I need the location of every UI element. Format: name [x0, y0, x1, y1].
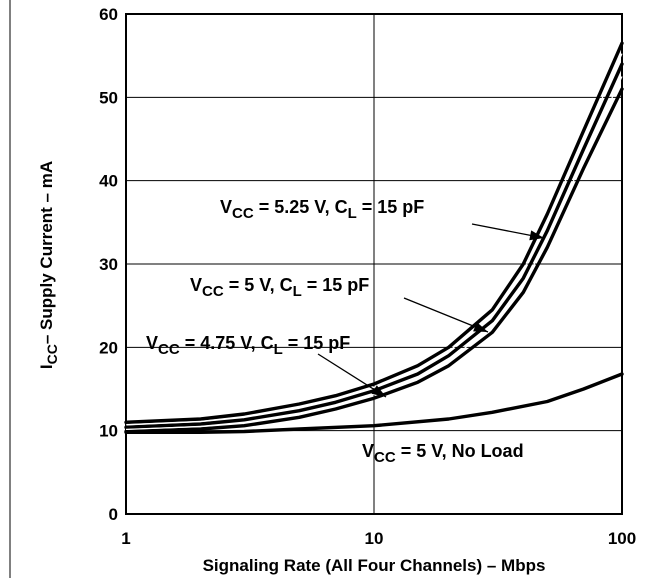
y-tick-label: 50 — [99, 88, 118, 107]
series-gap-2 — [125, 76, 623, 430]
x-tick-labels: 1 10 100 — [121, 529, 636, 548]
series-line-4 — [124, 372, 624, 434]
annotation-arrowhead-1 — [529, 230, 544, 241]
annotation-arrows — [317, 223, 545, 398]
annotation-label-1: VCC = 5.25 V, CL = 15 pF — [220, 197, 424, 222]
x-tick-label: 1 — [121, 529, 130, 548]
series-line-1 — [124, 41, 624, 424]
y-tick-label: 30 — [99, 255, 118, 274]
series-lines — [124, 41, 624, 434]
y-tick-label: 60 — [99, 5, 118, 24]
series-line-3 — [124, 87, 624, 434]
y-tick-label: 20 — [99, 338, 118, 357]
y-tick-label: 40 — [99, 172, 118, 191]
x-axis-title: Signaling Rate (All Four Channels) – Mbp… — [203, 556, 546, 575]
annotation-labels: VCC = 5.25 V, CL = 15 pF VCC = 5 V, CL = … — [146, 197, 524, 466]
grid-lines — [126, 14, 622, 514]
annotation-label-4: VCC = 5 V, No Load — [362, 441, 524, 466]
x-tick-label: 100 — [608, 529, 636, 548]
annotation-arrow-2 — [403, 297, 489, 333]
annotation-label-2: VCC = 5 V, CL = 15 pF — [190, 275, 369, 300]
x-tick-label: 10 — [365, 529, 384, 548]
annotation-label-3: VCC = 4.75 V, CL = 15 pF — [146, 333, 350, 358]
annotation-arrowhead-2 — [473, 322, 488, 332]
series-gap-1 — [125, 53, 623, 426]
y-tick-label: 10 — [99, 422, 118, 441]
y-tick-label: 0 — [109, 505, 118, 524]
series-line-2 — [124, 62, 624, 429]
y-axis-title: ICC– Supply Current – mA — [37, 161, 60, 369]
annotation-arrowhead-3 — [371, 385, 386, 397]
y-tick-labels: 0 10 20 30 40 50 60 — [99, 5, 118, 524]
